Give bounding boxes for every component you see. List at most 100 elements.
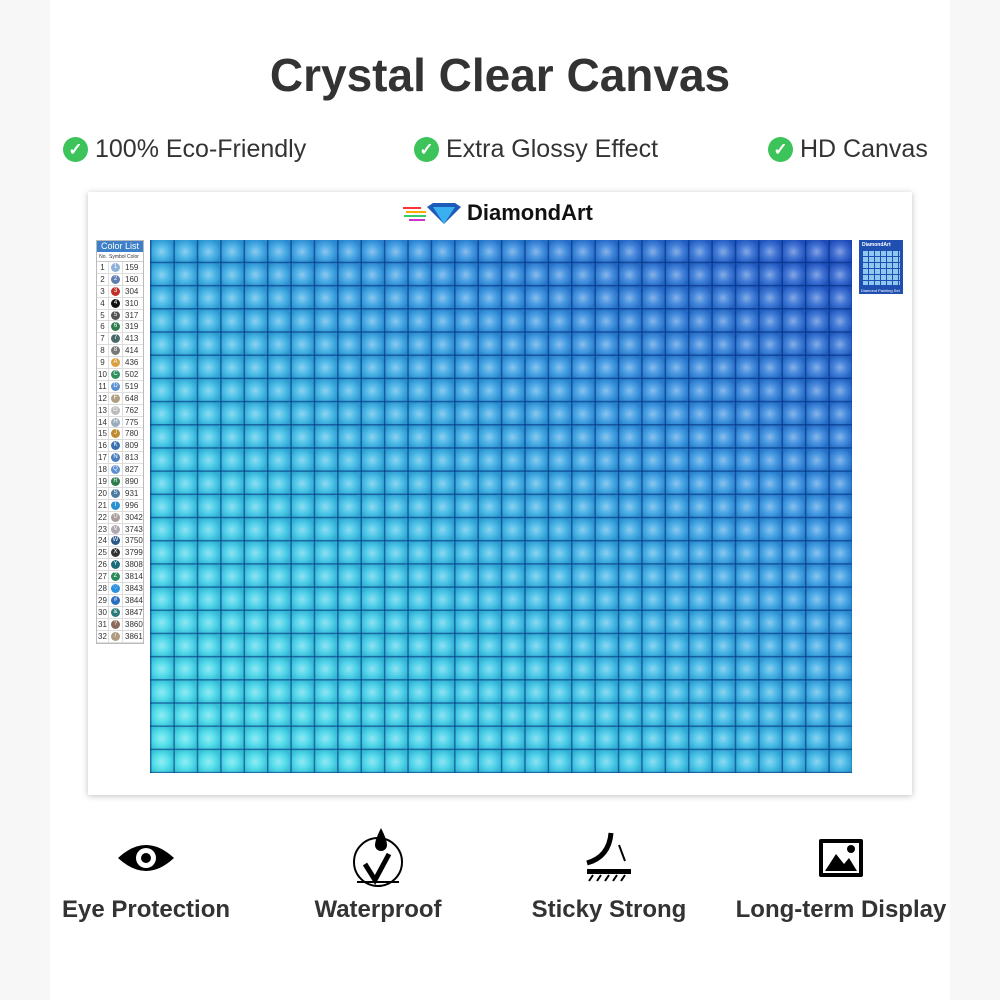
- color-list-row: 28 ♡ 3843: [97, 583, 143, 595]
- feature-label: Sticky Strong: [531, 896, 687, 923]
- color-list-row: 31? 3860: [97, 618, 143, 631]
- row-number: 3: [97, 285, 109, 297]
- row-symbol: H: [109, 416, 123, 428]
- row-color-code: 413: [125, 334, 139, 344]
- row-color-code: 304: [125, 286, 139, 296]
- row-color-code: 519: [125, 381, 139, 391]
- row-number: 19: [97, 476, 109, 487]
- color-list-row: 10 C 502: [97, 369, 143, 381]
- color-list-row: 32/ 3861: [97, 630, 143, 643]
- symbol-badge: C: [111, 369, 120, 379]
- header-color: Color: [127, 254, 139, 260]
- row-number: 15: [97, 428, 109, 440]
- row-number: 6: [97, 321, 109, 333]
- row-number: 12: [97, 392, 109, 404]
- feature-sticky-strong: Sticky Strong: [489, 830, 729, 924]
- row-color-code: 436: [125, 358, 139, 368]
- color-list-row: 14 H 775: [97, 416, 143, 429]
- symbol-badge: 1: [111, 262, 120, 272]
- feature-label: 100% Eco-Friendly: [95, 135, 307, 163]
- symbol-badge: 4: [111, 298, 120, 308]
- check-icon: ✓: [63, 137, 88, 162]
- row-color-code: 3847: [125, 607, 143, 617]
- row-number: 14: [97, 416, 109, 428]
- symbol-badge: &: [111, 607, 120, 617]
- row-number: 31: [97, 618, 109, 630]
- row-symbol: 5: [109, 309, 123, 321]
- row-number: 8: [97, 345, 109, 357]
- thumbnail-grid: [862, 251, 900, 285]
- row-symbol: X: [109, 547, 123, 559]
- thumbnail-brand: DiamondArt: [862, 242, 891, 248]
- color-list-row: 3 3 304: [97, 285, 143, 298]
- feature-eco-friendly: ✓ 100% Eco-Friendly: [63, 135, 306, 164]
- row-symbol: C: [109, 369, 123, 380]
- color-list-header: No. Symbol Color: [97, 252, 143, 262]
- symbol-badge: 5: [111, 310, 120, 320]
- row-symbol: 8: [109, 345, 123, 357]
- symbol-badge: /: [111, 631, 120, 641]
- symbol-badge: G: [111, 405, 120, 415]
- symbol-badge: Z: [111, 572, 120, 582]
- row-number: 5: [97, 309, 109, 321]
- row-number: 11: [97, 380, 109, 392]
- row-symbol: J: [109, 428, 123, 440]
- row-symbol: ♡: [109, 583, 123, 594]
- row-symbol: V: [109, 523, 123, 535]
- row-symbol: 4: [109, 297, 123, 309]
- symbol-badge: D: [111, 381, 120, 391]
- color-list-row: 11 D 519: [97, 380, 143, 393]
- picture-icon: [819, 839, 863, 877]
- row-symbol: F: [109, 392, 123, 404]
- color-list-row: 29 #3844: [97, 594, 143, 607]
- row-symbol: 6: [109, 321, 123, 333]
- row-symbol: /: [109, 630, 123, 642]
- color-list-row: 22 U 3042: [97, 511, 143, 524]
- row-symbol: 1: [109, 262, 123, 273]
- row-color-code: 775: [125, 417, 139, 427]
- row-number: 29: [97, 594, 109, 606]
- symbol-badge: H: [111, 417, 120, 427]
- color-list-row: 18 Q 827: [97, 464, 143, 477]
- color-list-row: 2 2 160: [97, 273, 143, 286]
- row-color-code: 319: [125, 322, 139, 332]
- row-symbol: ?: [109, 618, 123, 630]
- row-color-code: 996: [125, 500, 139, 510]
- row-color-code: 3799: [125, 548, 143, 558]
- row-symbol: S: [109, 487, 123, 499]
- row-number: 27: [97, 571, 109, 583]
- row-color-code: 890: [125, 477, 139, 487]
- color-list-row: 19 R 890: [97, 476, 143, 488]
- row-number: 20: [97, 487, 109, 499]
- feature-glossy: ✓ Extra Glossy Effect: [414, 135, 658, 164]
- row-color-code: 160: [125, 274, 139, 284]
- color-list-row: 20 S 931: [97, 487, 143, 500]
- row-color-code: 648: [125, 393, 139, 403]
- feature-hd-canvas: ✓ HD Canvas: [768, 135, 928, 164]
- color-list-row: 7 7 413: [97, 333, 143, 346]
- color-list-row: 13 G 762: [97, 404, 143, 417]
- row-symbol: R: [109, 476, 123, 487]
- color-list-row: 17 N 813: [97, 452, 143, 465]
- row-number: 23: [97, 523, 109, 535]
- row-number: 30: [97, 606, 109, 618]
- water-drop-check-icon: [353, 828, 403, 887]
- color-list-row: 4 4 310: [97, 297, 143, 310]
- color-list-row: 25 X 3799: [97, 547, 143, 560]
- header-no: No.: [99, 254, 107, 260]
- check-icon: ✓: [414, 137, 439, 162]
- peel-adhesive-icon: [586, 832, 631, 882]
- row-number: 18: [97, 464, 109, 476]
- row-number: 7: [97, 333, 109, 345]
- color-list-row: 27 Z 3814: [97, 571, 143, 584]
- feature-label: Waterproof: [314, 896, 442, 923]
- row-color-code: 3750: [125, 536, 143, 546]
- row-symbol: Z: [109, 571, 123, 583]
- row-color-code: 3808: [125, 560, 143, 570]
- row-number: 17: [97, 452, 109, 464]
- symbol-badge: 7: [111, 334, 120, 344]
- row-color-code: 159: [125, 263, 139, 272]
- color-list-row: 1 1 159: [97, 262, 143, 274]
- color-list-row: 30 & 3847: [97, 606, 143, 619]
- row-number: 1: [97, 262, 109, 273]
